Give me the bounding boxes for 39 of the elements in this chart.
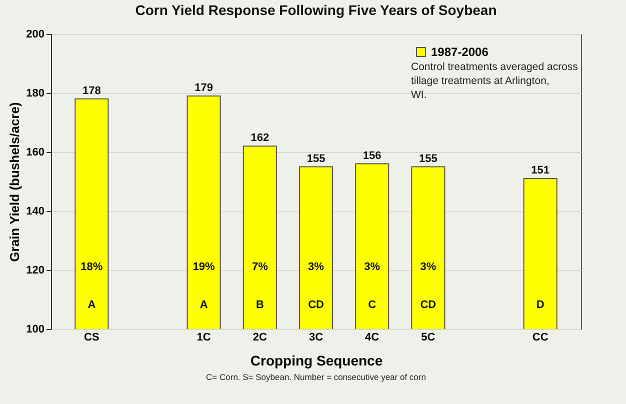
annotation: CD	[308, 299, 324, 311]
x-tick-label: CC	[532, 332, 548, 344]
data-label: 178	[82, 84, 101, 97]
x-tick-label: 3C	[308, 332, 324, 344]
annotation: Control treatments averaged across tillage treatments at Arlington, WI.	[411, 61, 578, 101]
data-label: 151	[531, 164, 550, 177]
y-tick-label: 140	[26, 206, 44, 218]
annotation: 3%	[420, 261, 436, 273]
annotation: 19%	[192, 261, 216, 273]
annotation: 3%	[364, 261, 380, 273]
x-tick-label: 2C	[252, 332, 267, 344]
annotation: 18%	[80, 261, 103, 273]
x-tick-label: 1C	[196, 332, 211, 344]
annotation: CD	[420, 299, 436, 311]
annotation: D	[536, 299, 544, 311]
y-tick-label: 120	[26, 264, 44, 276]
x-tick-label: 5C	[421, 332, 436, 344]
annotation: A	[88, 299, 96, 311]
x-tick-label: CS	[84, 332, 100, 344]
data-label: 162	[250, 132, 270, 144]
chart-title: Corn Yield Response Following Five Years of Soybean	[135, 2, 497, 18]
data-label: 179	[194, 82, 214, 94]
y-axis-title: Grain Yield (bushels/acre)	[7, 102, 22, 262]
legend-label: 1987-2006	[431, 45, 489, 59]
annotation: C	[368, 299, 376, 311]
annotation: 3%	[308, 261, 324, 273]
y-tick-label: 180	[26, 88, 44, 100]
y-tick-label: 200	[26, 28, 44, 40]
text: C= Corn. S= Soybean. Number = consecutive year of corn	[206, 372, 426, 382]
x-axis-title: Cropping Sequence	[250, 352, 383, 368]
y-tick-label: 160	[26, 146, 44, 158]
annotation: B	[256, 299, 264, 311]
annotation: A	[200, 299, 208, 311]
annotation: 7%	[252, 261, 268, 273]
x-tick-label: 4C	[365, 332, 380, 344]
data-label: 156	[362, 150, 382, 162]
data-label: 155	[418, 152, 438, 165]
data-label: 155	[306, 152, 326, 165]
y-tick-label: 100	[26, 324, 44, 336]
